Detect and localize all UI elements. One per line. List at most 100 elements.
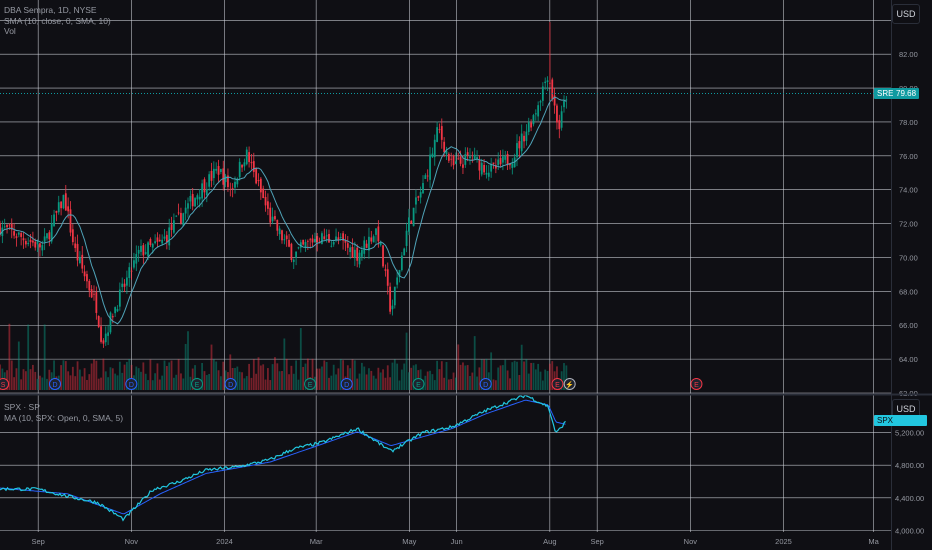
volume-bar <box>203 371 206 390</box>
lower-legend: SPX · SP MA (10, SPX: Open, 0, SMA, 5) <box>4 402 123 423</box>
candle-body <box>539 101 542 103</box>
volume-bar <box>220 376 222 390</box>
event-marker-earnings[interactable]: E <box>304 378 317 390</box>
volume-bar <box>565 365 568 390</box>
volume-bar <box>480 359 483 390</box>
volume-bar <box>276 363 279 390</box>
event-marker-earnings[interactable]: E <box>191 378 204 390</box>
candle-body <box>163 236 166 239</box>
spx-ma-legend[interactable]: MA (10, SPX: Open, 0, SMA, 5) <box>4 412 124 423</box>
volume-bar <box>100 377 102 390</box>
volume-bar <box>464 365 467 390</box>
time-axis: Sep Nov 2024 Mar May Jun Aug Sep Nov 2025 Ma <box>32 537 880 546</box>
candle-body <box>509 163 511 166</box>
candle-body <box>337 237 340 241</box>
spx-title[interactable]: SPX · SP <box>4 402 40 412</box>
sma-legend[interactable]: SMA (10, close, 0, SMA, 10) <box>4 15 111 26</box>
event-marker-dividend[interactable]: D <box>479 378 492 390</box>
x-tick-label: Jun <box>451 537 463 546</box>
volume-bar <box>379 372 382 390</box>
volume-bar <box>281 371 283 390</box>
event-marker-letter: E <box>694 382 699 389</box>
volume-bar <box>154 373 156 390</box>
volume-bar <box>255 373 258 390</box>
volume-bar <box>532 362 535 390</box>
candle-body <box>128 267 131 279</box>
candle-body <box>311 238 314 243</box>
volume-bar <box>15 368 18 390</box>
event-marker-split[interactable]: S <box>0 378 10 390</box>
volume-bar <box>438 369 441 390</box>
candle-body <box>469 156 471 158</box>
event-marker-letter: ⚡ <box>565 380 574 389</box>
volume-bar <box>278 371 281 390</box>
event-marker-earnings[interactable]: E <box>551 378 564 390</box>
volume-legend[interactable]: Vol <box>4 26 16 36</box>
candle-body <box>426 175 429 177</box>
candle-body <box>142 245 145 256</box>
volume-bar <box>290 365 293 390</box>
volume-bar <box>337 368 340 390</box>
candle-body <box>553 95 556 106</box>
candle-body <box>6 224 8 228</box>
volume-bar <box>375 378 377 390</box>
candle-body <box>527 122 530 132</box>
candle-body <box>180 212 182 224</box>
volume-bar <box>116 375 119 390</box>
candle-body <box>358 252 361 265</box>
event-marker-earnings-upcoming[interactable]: E <box>690 378 703 390</box>
x-tick-label: 2024 <box>216 537 233 546</box>
volume-bar <box>370 370 373 390</box>
candle-body <box>222 168 225 185</box>
last-price-label: 79.68 <box>893 88 920 99</box>
candle-body <box>372 236 375 243</box>
spx-last-price-label <box>893 415 927 427</box>
event-marker-dividend[interactable]: D <box>340 378 353 390</box>
candle-body <box>24 241 27 245</box>
volume-bar <box>267 368 269 390</box>
volume-bar <box>351 359 354 390</box>
event-marker-dividend[interactable]: D <box>48 378 61 390</box>
volume-bar <box>184 343 187 390</box>
candle-body <box>97 316 100 328</box>
volume-bar <box>478 367 481 390</box>
candle-body <box>321 233 323 244</box>
volume-bar <box>20 379 23 390</box>
candle-body <box>227 175 229 188</box>
volume-bar <box>177 359 180 390</box>
volume-bar <box>537 363 540 390</box>
event-marker-earnings[interactable]: E <box>412 378 425 390</box>
symbol-title[interactable]: DBA Sempra, 1D, NYSE <box>4 5 97 15</box>
event-marker-letter: D <box>228 382 233 389</box>
candle-body <box>304 242 307 249</box>
volume-bar <box>424 375 427 390</box>
currency-button-main[interactable]: USD <box>892 4 920 24</box>
candle-body <box>466 152 469 156</box>
sma-line <box>0 96 567 325</box>
candle-body <box>281 230 283 241</box>
volume-bar <box>121 372 124 390</box>
candle-body <box>229 189 232 190</box>
event-marker-news[interactable]: ⚡ <box>563 378 576 390</box>
candle-body <box>104 333 107 343</box>
candle-body <box>506 153 509 166</box>
candle-body <box>292 259 295 262</box>
event-marker-dividend[interactable]: D <box>224 378 237 390</box>
candle-body <box>170 224 173 231</box>
volume-bar <box>126 361 128 390</box>
candle-body <box>525 131 528 141</box>
y-tick-label: 64.00 <box>899 355 918 364</box>
volume-bar <box>551 361 554 390</box>
candle-body <box>173 220 175 233</box>
event-marker-dividend[interactable]: D <box>125 378 138 390</box>
volume-bar <box>222 361 225 390</box>
candle-body <box>123 283 126 287</box>
candle-body <box>245 149 248 165</box>
volume-bar <box>363 366 366 390</box>
volume-bar <box>46 378 48 390</box>
volume-bar <box>259 365 262 390</box>
candle-body <box>375 228 377 235</box>
candle-body <box>285 235 288 240</box>
main-legend: DBA Sempra, 1D, NYSE SMA (10, close, 0, … <box>4 5 111 37</box>
